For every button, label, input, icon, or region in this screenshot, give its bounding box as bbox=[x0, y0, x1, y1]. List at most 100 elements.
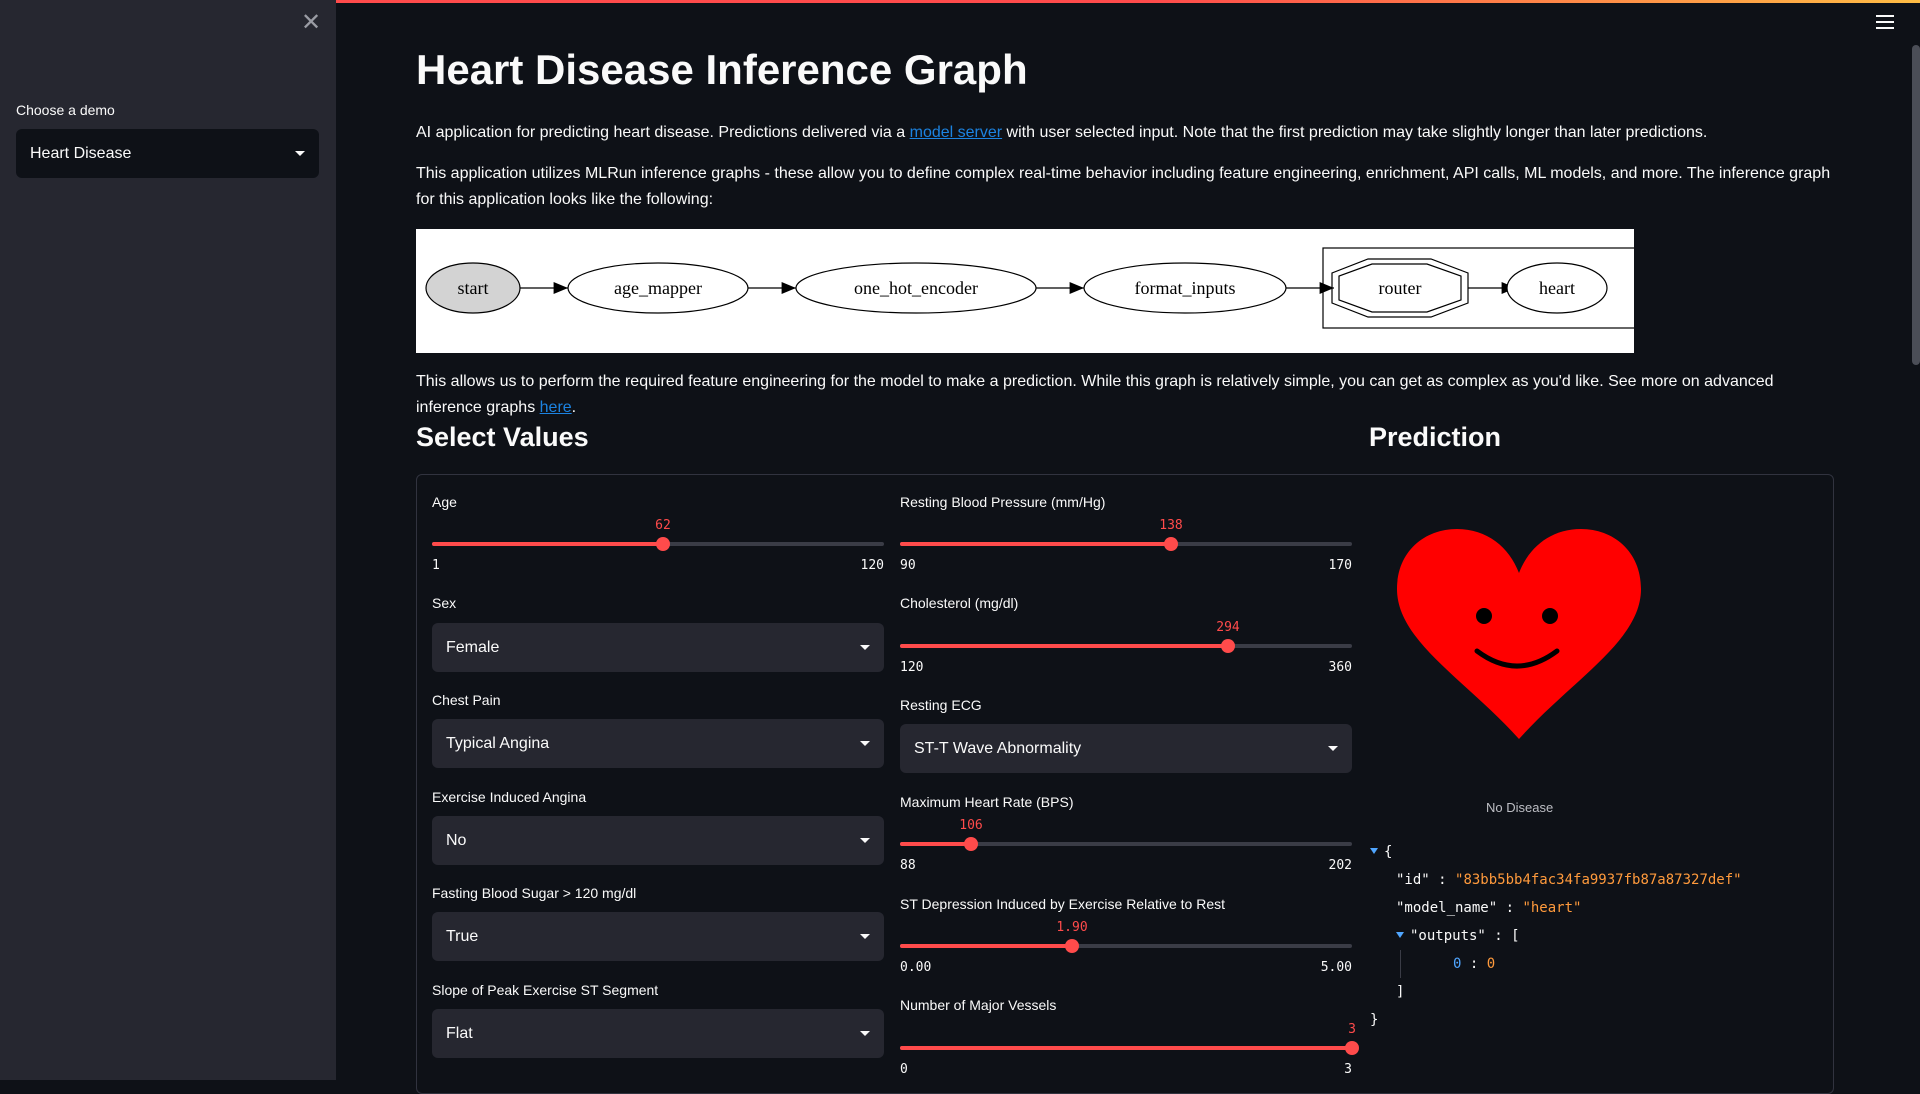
max-heart-rate-min: 88 bbox=[900, 858, 916, 873]
demo-select-value: Heart Disease bbox=[30, 144, 132, 162]
slope-value: Flat bbox=[446, 1024, 473, 1042]
st-depression-min: 0.00 bbox=[900, 960, 932, 975]
chevron-down-icon bbox=[860, 645, 870, 650]
major-vessels-min: 0 bbox=[900, 1062, 908, 1077]
prediction-json-viewer: { "id" : "83bb5bb4fac34fa9937fb87a87327d… bbox=[1370, 838, 1742, 1034]
demo-select[interactable]: Heart Disease bbox=[16, 129, 319, 178]
age-slider[interactable]: 62 1 120 bbox=[432, 518, 884, 590]
graph-node-label: one_hot_encoder bbox=[854, 278, 978, 298]
intro-text: AI application for predicting heart dise… bbox=[416, 124, 910, 141]
resting-bp-slider[interactable]: 138 90 170 bbox=[900, 518, 1352, 590]
major-vessels-slider[interactable]: 3 0 3 bbox=[900, 1022, 1359, 1094]
chest-pain-label: Chest Pain bbox=[432, 692, 501, 708]
chest-pain-value: Typical Angina bbox=[446, 734, 550, 752]
max-heart-rate-max: 202 bbox=[1328, 858, 1352, 873]
json-id-row: "id" : "83bb5bb4fac34fa9937fb87a87327def… bbox=[1396, 872, 1742, 888]
fasting-sugar-select[interactable]: True bbox=[432, 912, 884, 961]
cholesterol-max: 360 bbox=[1328, 660, 1352, 675]
graph-node-router bbox=[1331, 258, 1469, 318]
cholesterol-label: Cholesterol (mg/dl) bbox=[900, 595, 1019, 611]
resting-bp-slider-thumb[interactable] bbox=[1164, 537, 1178, 551]
collapse-triangle-icon[interactable] bbox=[1396, 932, 1404, 938]
json-outputs-key: "outputs" bbox=[1410, 928, 1486, 944]
json-model-key: "model_name" bbox=[1396, 900, 1498, 916]
cholesterol-slider-thumb[interactable] bbox=[1221, 639, 1235, 653]
sex-label: Sex bbox=[432, 595, 457, 611]
slope-label: Slope of Peak Exercise ST Segment bbox=[432, 982, 659, 998]
max-heart-rate-value: 106 bbox=[959, 818, 983, 833]
resting-bp-label: Resting Blood Pressure (mm/Hg) bbox=[900, 494, 1106, 510]
st-depression-slider-thumb[interactable] bbox=[1065, 939, 1079, 953]
max-heart-rate-slider[interactable]: 106 88 202 bbox=[900, 818, 1352, 890]
resting-ecg-select[interactable]: ST-T Wave Abnormality bbox=[900, 724, 1352, 773]
json-item-index: 0 bbox=[1453, 956, 1462, 972]
age-label: Age bbox=[432, 494, 457, 510]
sex-select[interactable]: Female bbox=[432, 623, 884, 672]
chest-pain-select[interactable]: Typical Angina bbox=[432, 719, 884, 768]
advanced-graphs-link[interactable]: here bbox=[539, 399, 572, 416]
graph-node-label: start bbox=[458, 278, 489, 298]
json-model-value: "heart" bbox=[1522, 900, 1582, 916]
prediction-label: No Disease bbox=[1486, 800, 1554, 815]
json-close-bracket-row: ] bbox=[1370, 978, 1742, 1006]
json-open-brace: { bbox=[1384, 844, 1393, 860]
collapse-triangle-icon[interactable] bbox=[1370, 848, 1378, 854]
close-icon[interactable]: ✕ bbox=[300, 9, 322, 36]
resting-bp-max: 170 bbox=[1328, 558, 1352, 573]
slope-select[interactable]: Flat bbox=[432, 1009, 884, 1058]
main-content: Heart Disease Inference Graph AI applica… bbox=[416, 0, 1836, 1094]
cholesterol-value: 294 bbox=[1216, 620, 1240, 635]
resting-ecg-label: Resting ECG bbox=[900, 697, 982, 713]
select-values-heading: Select Values bbox=[416, 422, 589, 452]
st-depression-label: ST Depression Induced by Exercise Relati… bbox=[900, 896, 1226, 912]
age-value: 62 bbox=[655, 518, 671, 533]
resting-ecg-value: ST-T Wave Abnormality bbox=[914, 739, 1082, 757]
graph-node-label: format_inputs bbox=[1135, 278, 1236, 298]
top-decoration-bar bbox=[0, 0, 1920, 3]
json-close-brace: } bbox=[1370, 1012, 1379, 1028]
exercise-angina-value: No bbox=[446, 831, 467, 849]
smiling-heart-icon bbox=[1397, 529, 1641, 739]
json-outputs-row[interactable]: "outputs" : [ bbox=[1370, 922, 1742, 950]
scrollbar[interactable] bbox=[1912, 45, 1920, 365]
resting-bp-value: 138 bbox=[1159, 518, 1183, 533]
cholesterol-min: 120 bbox=[900, 660, 924, 675]
cholesterol-slider[interactable]: 294 120 360 bbox=[900, 620, 1352, 692]
json-close-brace-row: } bbox=[1370, 1006, 1742, 1034]
intro-text-end: with user selected input. Note that the … bbox=[1002, 124, 1708, 141]
after-graph-paragraph: This allows us to perform the required f… bbox=[416, 369, 1836, 421]
json-close-bracket: ] bbox=[1396, 984, 1405, 1000]
exercise-angina-label: Exercise Induced Angina bbox=[432, 789, 587, 805]
max-heart-rate-label: Maximum Heart Rate (BPS) bbox=[900, 794, 1074, 810]
graph-node-label: router bbox=[1379, 278, 1422, 298]
major-vessels-label: Number of Major Vessels bbox=[900, 997, 1057, 1013]
json-output-item-row: 0 : 0 bbox=[1400, 950, 1742, 978]
graph-node-label: heart bbox=[1539, 278, 1575, 298]
age-min: 1 bbox=[432, 558, 440, 573]
exercise-angina-select[interactable]: No bbox=[432, 816, 884, 865]
graph-node-label: age_mapper bbox=[614, 278, 702, 298]
resting-bp-min: 90 bbox=[900, 558, 916, 573]
fasting-sugar-value: True bbox=[446, 927, 479, 945]
graph-router-cluster bbox=[1322, 247, 1634, 329]
age-slider-thumb[interactable] bbox=[656, 537, 670, 551]
st-depression-slider[interactable]: 1.90 0.00 5.00 bbox=[900, 920, 1352, 992]
st-depression-value: 1.90 bbox=[1056, 920, 1088, 935]
after-graph-end: . bbox=[571, 399, 577, 416]
graph-node-heart bbox=[1506, 262, 1608, 314]
json-item-value: 0 bbox=[1486, 956, 1496, 972]
json-id-value: "83bb5bb4fac34fa9937fb87a87327def" bbox=[1455, 872, 1742, 888]
sex-value: Female bbox=[446, 638, 500, 656]
model-server-link[interactable]: model server bbox=[909, 124, 1003, 141]
chevron-down-icon bbox=[295, 151, 305, 156]
max-heart-rate-slider-thumb[interactable] bbox=[964, 837, 978, 851]
hamburger-menu-icon[interactable] bbox=[1876, 15, 1894, 29]
page-title: Heart Disease Inference Graph bbox=[416, 46, 1028, 93]
major-vessels-slider-thumb[interactable] bbox=[1345, 1041, 1359, 1055]
json-id-key: "id" bbox=[1396, 872, 1430, 888]
prediction-heading: Prediction bbox=[1369, 422, 1502, 452]
fasting-sugar-label: Fasting Blood Sugar > 120 mg/dl bbox=[432, 885, 637, 901]
json-root-row[interactable]: { bbox=[1370, 838, 1742, 866]
st-depression-max: 5.00 bbox=[1320, 960, 1352, 975]
age-max: 120 bbox=[860, 558, 884, 573]
